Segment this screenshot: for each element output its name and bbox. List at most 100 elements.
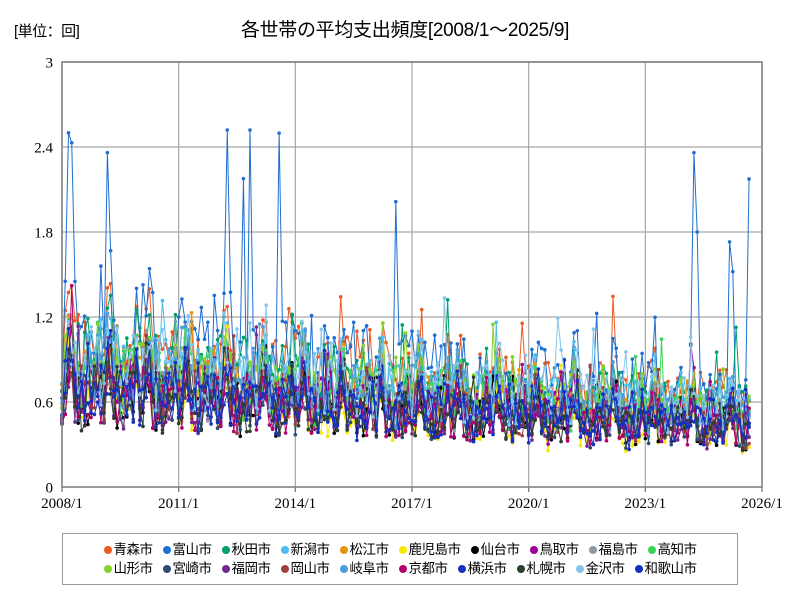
legend-item-鳥取市[interactable]: 鳥取市 [529,543,579,557]
data-point [627,405,631,409]
data-point [238,427,243,432]
legend-item-松江市[interactable]: 松江市 [339,543,389,557]
data-point [345,430,349,435]
data-point [549,433,554,438]
data-point [718,401,722,406]
legend-item-岡山市[interactable]: 岡山市 [280,562,330,576]
data-point [112,353,116,358]
data-point [144,333,149,338]
data-point [565,439,570,443]
legend-item-京都市[interactable]: 京都市 [398,562,448,576]
data-point [591,442,596,447]
data-point [193,411,197,416]
data-point [624,383,628,388]
data-point [520,394,524,398]
legend-item-福島市[interactable]: 福島市 [588,543,638,557]
data-point [241,402,246,406]
data-point [491,370,495,374]
data-point [688,335,693,339]
data-point [513,397,518,402]
data-point [419,372,424,377]
data-point [614,384,618,388]
data-point [543,348,547,352]
data-point [727,376,732,381]
legend-item-富山市[interactable]: 富山市 [162,543,212,557]
legend-item-金沢市[interactable]: 金沢市 [575,562,625,576]
legend-item-鹿児島市[interactable]: 鹿児島市 [398,541,462,557]
legend-item-横浜市[interactable]: 横浜市 [457,562,507,576]
x-axis-tick-label: 2023/1 [624,496,666,512]
data-point [225,391,230,396]
data-point [520,398,524,403]
data-point [66,314,71,318]
legend-item-宮崎市[interactable]: 宮崎市 [162,562,212,576]
data-point [290,363,294,368]
legend-label: 青森市 [113,541,154,557]
legend-item-和歌山市[interactable]: 和歌山市 [634,562,697,576]
data-point [270,427,275,432]
data-point [510,355,515,359]
data-point [261,395,265,399]
data-point [478,352,482,356]
legend-item-福岡市[interactable]: 福岡市 [221,562,271,576]
data-point [627,429,631,434]
data-point [406,369,411,374]
data-point [429,381,434,386]
data-point [306,427,311,432]
data-point [125,336,129,340]
data-point [737,387,742,392]
data-point [167,371,171,375]
data-point [423,425,427,430]
data-point [108,392,113,396]
data-point [112,344,116,349]
legend-item-新潟市[interactable]: 新潟市 [280,543,330,557]
data-point [355,413,359,418]
legend-item-山形市[interactable]: 山形市 [103,562,153,576]
x-axis-tick-label: 2011/1 [158,496,199,512]
data-point [397,363,401,368]
data-point [432,401,437,406]
legend-item-青森市[interactable]: 青森市 [103,541,154,557]
data-point [526,413,531,417]
data-point [598,361,602,365]
legend-item-札幌市[interactable]: 札幌市 [516,562,566,576]
data-point [685,379,690,383]
data-point [705,442,709,447]
data-point [711,438,716,442]
data-point [384,434,388,439]
data-point [575,404,580,409]
data-point [429,437,434,442]
data-point [209,395,213,400]
data-point [384,340,388,345]
data-point [222,311,226,315]
legend-item-岐阜市[interactable]: 岐阜市 [339,562,389,576]
legend-item-秋田市[interactable]: 秋田市 [221,543,271,557]
legend-item-仙台市[interactable]: 仙台市 [470,543,520,557]
data-point [588,419,593,423]
data-point [199,385,204,389]
data-point [319,431,324,435]
data-point [611,294,615,299]
data-point [377,336,382,341]
data-point [300,319,304,324]
data-point [147,313,152,317]
data-point [244,429,249,434]
data-point [364,401,369,405]
data-point [416,379,421,384]
data-point [630,444,635,448]
data-point [283,320,288,325]
data-point [455,410,460,415]
data-point [283,401,288,405]
data-point [371,415,375,419]
data-point [517,400,521,405]
data-point [290,392,294,397]
legend-label: 鹿児島市 [408,541,462,557]
data-point [656,367,661,372]
data-point [513,430,518,435]
data-point [601,364,605,369]
data-point [176,421,181,426]
data-point [131,370,136,375]
data-point [533,395,537,399]
data-point [620,441,625,446]
legend-item-高知市[interactable]: 高知市 [647,543,697,557]
